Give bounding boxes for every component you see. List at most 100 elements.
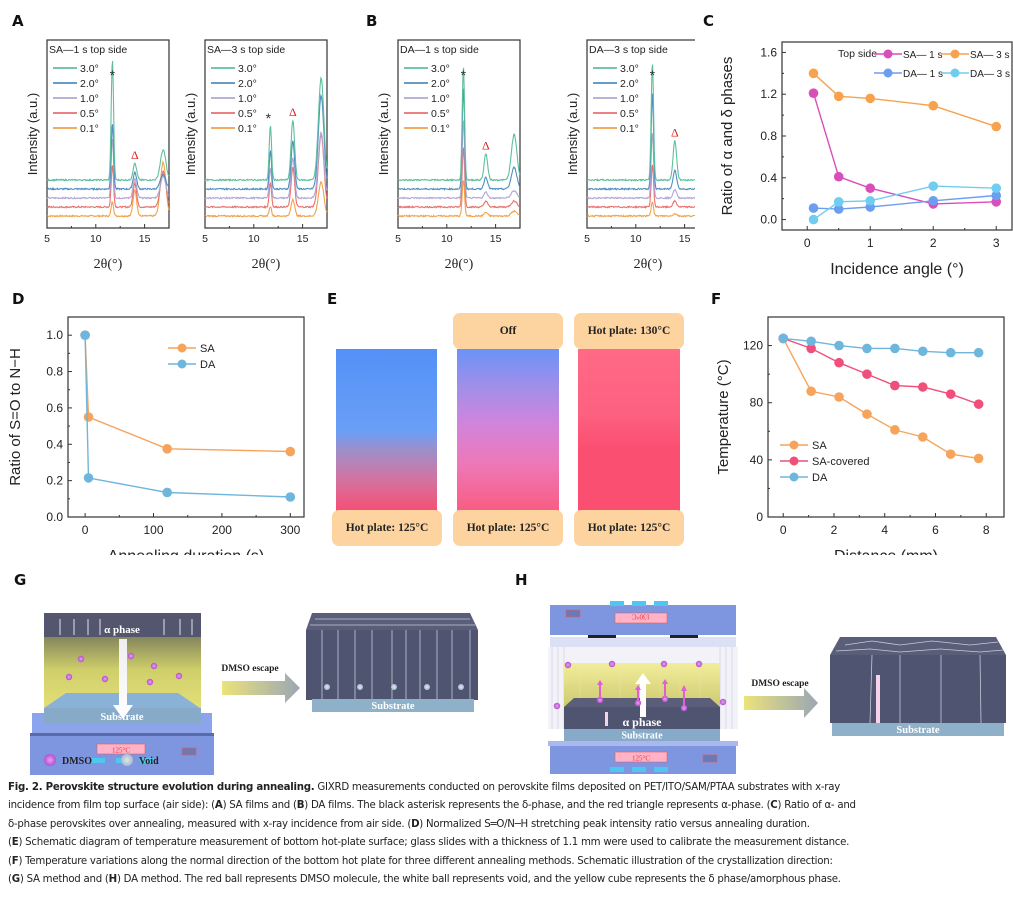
x-tick-label: 5	[584, 233, 590, 245]
y-tick-label: 40	[750, 453, 764, 467]
x-tick-label: 5	[44, 233, 50, 245]
plot-frame	[46, 39, 170, 229]
alpha-phase-marker: Δ	[671, 125, 679, 139]
y-axis-label: Intensity (a.u.)	[183, 93, 198, 175]
panel-label-g: G	[14, 571, 27, 589]
legend-title: Top side	[838, 48, 877, 60]
y-axis-label: Intensity (a.u.)	[565, 93, 580, 175]
alpha-phase-marker: Δ	[289, 105, 297, 119]
data-point	[928, 195, 939, 206]
data-point	[928, 100, 939, 111]
delta-phase-marker: *	[461, 67, 467, 83]
x-tick-label: 5	[202, 233, 208, 245]
data-point	[973, 347, 984, 358]
data-point	[862, 369, 872, 379]
plot-frame	[586, 39, 695, 229]
xrd-curve	[397, 120, 521, 200]
y-tick-label: 1.0	[46, 328, 63, 342]
alpha-phase-label: α phase	[622, 715, 662, 729]
caption-line-4: (E) Schematic diagram of temperature mea…	[8, 837, 850, 849]
x-axis-label: Incidence angle (°)	[830, 261, 964, 278]
figure-caption: Fig. 2. Perovskite structure evolution d…	[8, 779, 1008, 889]
data-point	[833, 197, 844, 207]
x-axis-label: 2θ(°)	[252, 257, 281, 272]
x-tick-label: 0	[82, 523, 89, 537]
x-tick-label: 15	[679, 233, 691, 245]
y-axis-label: Temperature (°C)	[715, 359, 732, 474]
data-point	[834, 392, 844, 402]
x-tick-label: 10	[441, 233, 453, 245]
legend-label: SA-covered	[812, 456, 869, 468]
data-point	[83, 412, 94, 422]
legend-label: 0.1°	[431, 123, 450, 135]
xrd-curve	[46, 124, 170, 192]
button	[91, 758, 105, 763]
svg-text:Substrate: Substrate	[371, 701, 415, 712]
x-axis-label: 2θ(°)	[445, 257, 474, 272]
y-axis-label: Ratio of S=O to N−H	[7, 348, 24, 486]
y-tick-label: 1.6	[760, 45, 777, 59]
alpha-phase-result	[830, 655, 1006, 723]
data-point	[917, 432, 928, 442]
temperature-chart-f: 0246804080120Distance (mm)Temperature (°…	[715, 316, 1005, 555]
x-tick-label: 15	[297, 233, 309, 245]
legend-label: 0.5°	[620, 108, 639, 120]
legend-label: SA— 1 s	[903, 50, 942, 61]
data-point	[285, 446, 296, 457]
gradient-column-sa	[336, 349, 437, 513]
plot-frame	[67, 316, 305, 518]
svg-text:125°C: 125°C	[112, 747, 130, 755]
legend-label: 2.0°	[238, 78, 257, 90]
panel-label-b: B	[366, 12, 378, 30]
data-point	[806, 336, 816, 347]
data-point	[991, 190, 1002, 201]
legend-label: DA— 3 s	[970, 69, 1010, 80]
legend-label: 0.1°	[620, 123, 639, 135]
x-tick-label: 5	[395, 233, 401, 245]
data-point	[778, 333, 789, 344]
alpha-phase-marker: Δ	[131, 148, 139, 162]
x-axis-label: 2θ(°)	[634, 257, 663, 272]
y-tick-label: 0.6	[46, 401, 63, 415]
data-point	[808, 203, 819, 213]
legend-marker	[789, 472, 799, 482]
x-tick-label: 4	[881, 523, 888, 537]
plot-frame	[397, 39, 521, 229]
data-point	[917, 346, 928, 357]
top-plate-tag-130: Hot plate: 130°C	[574, 313, 684, 349]
xrd-curve	[46, 61, 170, 182]
data-point	[162, 444, 172, 454]
x-tick-label: 2	[930, 236, 937, 250]
legend-label: 3.0°	[80, 63, 99, 75]
data-point	[833, 91, 844, 102]
top-temperature-display	[614, 612, 668, 624]
void-legend-icon	[121, 754, 133, 766]
data-point	[973, 399, 984, 409]
plot-frame	[767, 316, 1005, 518]
panel-label-a: A	[12, 12, 24, 30]
legend-label: 0.5°	[238, 108, 257, 120]
data-point	[991, 183, 1002, 194]
x-tick-label: 1	[867, 236, 874, 250]
caption-line-2: incidence from film top surface (air sid…	[8, 800, 856, 812]
legend-label: SA	[812, 440, 827, 452]
xrd-curve	[397, 147, 521, 209]
xrd-curve	[46, 138, 170, 200]
x-tick-label: 100	[143, 523, 163, 537]
y-tick-label: 0	[756, 510, 763, 524]
legend-label: SA— 3 s	[970, 50, 1009, 61]
data-point	[991, 121, 1002, 132]
x-tick-label: 8	[983, 523, 990, 537]
xrd-chart-da-1s: 5 10 15 2θ(°) Intensity (a.u.) DA—1 s top sid…	[376, 39, 521, 272]
substrate	[564, 729, 720, 741]
xrd-curve	[204, 133, 328, 210]
legend-label: 1.0°	[238, 93, 257, 105]
result-substrate	[832, 723, 1004, 736]
void-gap	[876, 675, 880, 723]
alpha-phase-layer	[44, 613, 201, 637]
y-tick-label: 120	[743, 339, 763, 353]
xrd-chart-sa-3s: 5 10 15 2θ(°) Intensity (a.u.) SA—3 s top sid…	[183, 39, 328, 272]
legend-label: 3.0°	[238, 63, 257, 75]
y-tick-label: 0.8	[46, 365, 63, 379]
dmso-escape-label: DMSO escape	[221, 664, 278, 674]
